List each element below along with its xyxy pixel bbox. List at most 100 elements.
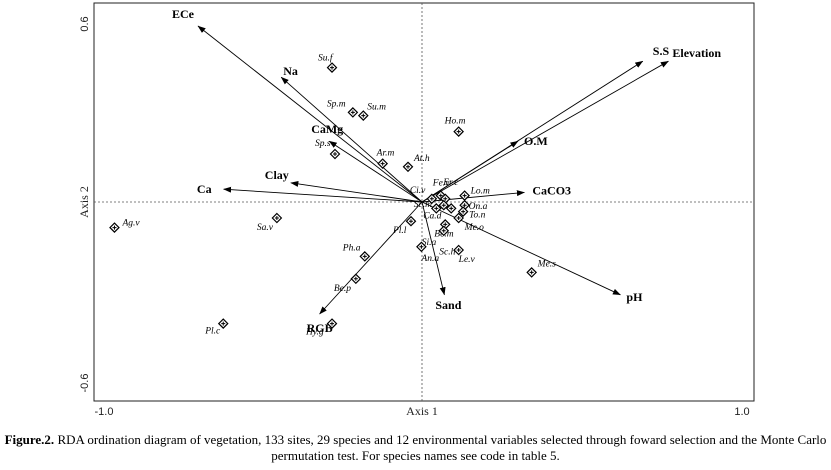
species-points: Su.f Sp.m Su.m Ho.m Sp.s Ar.m At.h Ci.v Fe.vEr.c… — [109, 53, 557, 338]
species-marker-cross — [350, 110, 355, 115]
species-label: Ca.d — [423, 211, 441, 221]
vector-label-ss: S.S — [653, 44, 670, 58]
species-label: Er.c — [442, 178, 459, 188]
figure-caption: Figure.2. RDA ordination diagram of vege… — [0, 432, 831, 464]
species-marker-cross — [380, 161, 385, 166]
species-marker-cross — [112, 225, 117, 230]
species-marker-cross — [330, 65, 335, 70]
species-marker-cross — [443, 222, 448, 227]
species-marker-cross — [361, 113, 366, 118]
species-marker-cross — [462, 203, 467, 208]
species-label: Sc.m — [414, 200, 432, 210]
vector-label-caco3: CaCO3 — [532, 183, 571, 197]
species-label: Sp.s — [315, 139, 331, 149]
vector-na — [280, 76, 423, 203]
species-marker-cross — [529, 270, 534, 275]
vector-ca — [223, 186, 423, 203]
x-tick-left: -1.0 — [95, 406, 114, 418]
species-point-ton: To.n — [457, 206, 486, 221]
species-marker-cross — [443, 196, 448, 201]
vector-label-ece: ECe — [172, 7, 195, 21]
rda-ordination-chart: 0.6 -0.6 Axis 2 -1.0 1.0 Axis 1 ECeNaCaM… — [77, 2, 755, 418]
species-label: Si.a — [422, 238, 437, 248]
species-label: Be.p — [334, 284, 351, 294]
species-marker-cross — [362, 254, 367, 259]
species-label: Me.o — [464, 223, 485, 233]
species-marker-cross — [441, 228, 446, 233]
vector-label-clay: Clay — [265, 168, 289, 182]
vector-label-rgb: RGB — [307, 321, 333, 335]
caption-label: Figure.2. — [4, 432, 55, 447]
species-point-arm: Ar.m — [376, 149, 395, 169]
species-point-lev: Le.v — [453, 244, 476, 265]
species-marker-cross — [456, 216, 461, 220]
species-marker-cross — [332, 152, 337, 156]
y-tick-bottom: -0.6 — [79, 374, 91, 393]
species-point-sav: Sa.v — [257, 212, 283, 233]
species-label: Sc.h — [439, 247, 455, 257]
species-point-sum: Su.m — [357, 103, 386, 121]
species-point-plc: Pl.c — [204, 318, 229, 337]
species-label: Ho.m — [444, 117, 466, 127]
species-marker-cross — [221, 321, 226, 326]
vector-label-na: Na — [283, 64, 298, 78]
vector-label-ca: Ca — [197, 182, 212, 196]
species-marker-cross — [456, 129, 461, 134]
x-tick-right: 1.0 — [734, 406, 749, 418]
species-marker-cross — [353, 276, 358, 281]
species-point-sia: Si.a — [422, 225, 450, 248]
vector-sand — [421, 201, 446, 296]
species-label: Lo.m — [470, 187, 490, 197]
species-point-sps: Sp.s — [315, 139, 341, 160]
x-axis-label: Axis 1 — [406, 404, 438, 418]
species-point-mes: Me.s — [526, 259, 557, 278]
species-marker-cross — [330, 321, 335, 326]
species-marker-cross — [406, 164, 410, 169]
species-label: Ar.m — [376, 149, 395, 159]
species-marker-cross — [456, 248, 461, 252]
vector-label-camg: CaMg — [311, 122, 343, 136]
species-label: Pl.l — [392, 226, 407, 236]
vector-elevation — [421, 60, 669, 203]
species-point-scm: Sc.m — [414, 199, 450, 211]
vector-clay — [290, 180, 423, 203]
species-point-pll: Pl.l — [392, 215, 417, 236]
species-marker-cross — [462, 193, 467, 198]
species-point-hom: Ho.m — [444, 117, 466, 137]
vector-om — [421, 140, 519, 203]
species-marker-cross — [441, 203, 446, 208]
species-point-ana: An.a — [416, 241, 439, 264]
species-point-agv: Ag.v — [109, 219, 140, 233]
vector-label-om: O.M — [524, 134, 548, 148]
species-point-cad: Ca.d — [423, 203, 457, 221]
y-tick-top: 0.6 — [79, 16, 91, 31]
vector-caco3 — [421, 190, 525, 203]
y-axis-label: Axis 2 — [77, 186, 91, 218]
species-label: Hy.g — [305, 328, 324, 338]
species-label: To.n — [469, 211, 486, 221]
species-label: Fe.v — [432, 179, 450, 189]
species-label: Sa.v — [257, 223, 274, 233]
species-label: Su.m — [367, 103, 386, 113]
vector-rgb — [319, 201, 423, 315]
species-point-erc: Er.c — [439, 178, 459, 205]
species-marker-cross — [438, 193, 443, 198]
species-point-ath: At.h — [402, 154, 430, 173]
species-point-lom: Lo.m — [459, 187, 490, 201]
vector-camg — [328, 140, 423, 203]
species-label: Pl.c — [204, 327, 221, 337]
species-label: Me.s — [537, 259, 557, 269]
species-label: Sp.m — [327, 99, 346, 109]
species-marker-cross — [434, 206, 439, 211]
species-label: At.h — [413, 154, 430, 164]
vector-label-elevation: Elevation — [672, 46, 721, 60]
species-marker-cross — [408, 219, 413, 224]
vector-label-ph: pH — [626, 290, 643, 304]
species-label: Ag.v — [121, 219, 140, 229]
species-marker-cross — [461, 209, 466, 214]
species-point-bep: Be.p — [334, 273, 362, 294]
species-point-hyg: Hy.g — [305, 318, 338, 338]
vector-ece — [197, 25, 423, 203]
vector-label-sand: Sand — [435, 298, 461, 312]
species-label: Ci.v — [410, 186, 426, 196]
